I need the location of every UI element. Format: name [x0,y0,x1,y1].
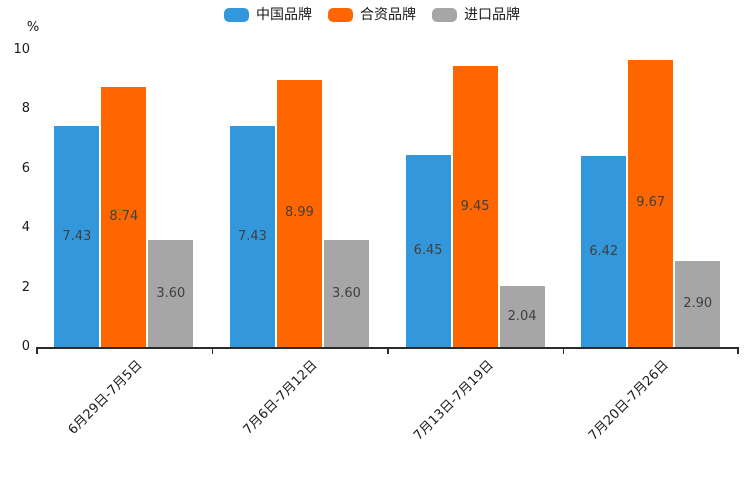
x-axis-category-label: 6月29日-7月5日 [65,357,146,438]
x-axis-tick-mark [211,348,214,354]
bar-series-0-cat-2[interactable] [405,155,451,347]
bar-series-0-cat-3[interactable] [581,156,627,347]
bar-series-2-cat-0[interactable] [148,240,194,347]
bar-value-label: 6.42 [589,243,619,259]
bar-value-label: 8.99 [284,205,314,221]
legend: 中国品牌 合资品牌 进口品牌 [0,8,744,22]
bar-series-2-cat-1[interactable] [323,240,369,347]
bar-series-0-cat-0[interactable] [54,126,100,347]
x-axis-line [36,347,739,349]
bar-value-label: 3.60 [331,285,361,301]
x-axis-category-label: 7月20日-7月26日 [586,357,673,444]
x-axis-tick-mark [387,348,389,354]
legend-label: 合资品牌 [360,7,416,23]
bar-value-label: 9.67 [636,195,666,211]
legend-label: 进口品牌 [464,7,520,23]
bar-value-label: 7.43 [62,228,92,244]
bar-series-1-cat-2[interactable] [452,66,498,347]
legend-label: 中国品牌 [256,7,312,23]
y-tick-label: 0 [21,339,30,354]
bar-series-2-cat-2[interactable] [499,286,545,347]
y-tick-label: 10 [13,42,30,57]
y-tick-label: 4 [21,220,30,236]
y-tick-label: 6 [21,160,30,176]
bar-series-1-cat-1[interactable] [276,79,322,347]
bar-value-label: 6.45 [413,243,443,259]
legend-item-series-0[interactable]: 中国品牌 [224,8,312,22]
bar-value-label: 8.74 [109,209,139,225]
bar-value-label: 2.04 [507,308,537,324]
bar-value-label: 3.60 [156,285,186,301]
bar-series-1-cat-3[interactable] [628,59,674,347]
legend-marker-icon [432,8,457,22]
y-axis-unit-label: % [26,20,40,35]
bar-series-1-cat-0[interactable] [101,87,147,347]
x-axis-category-label: 7月13日-7月19日 [410,357,497,444]
x-axis-tick-mark [36,348,38,354]
legend-item-series-2[interactable]: 进口品牌 [432,8,520,22]
y-tick-label: 8 [21,101,30,117]
y-tick-label: 2 [21,279,30,295]
bar-series-0-cat-1[interactable] [229,126,275,347]
x-axis-category-label: 7月6日-7月12日 [240,357,321,438]
bar-value-label: 2.90 [683,295,713,311]
legend-marker-icon [328,8,353,22]
bar-value-label: 9.45 [460,198,490,214]
x-axis-tick-mark [737,348,739,354]
legend-item-series-1[interactable]: 合资品牌 [328,8,416,22]
x-axis-tick-mark [562,348,565,354]
bar-series-2-cat-3[interactable] [675,260,721,347]
legend-marker-icon [224,8,249,22]
bar-value-label: 7.43 [237,228,267,244]
